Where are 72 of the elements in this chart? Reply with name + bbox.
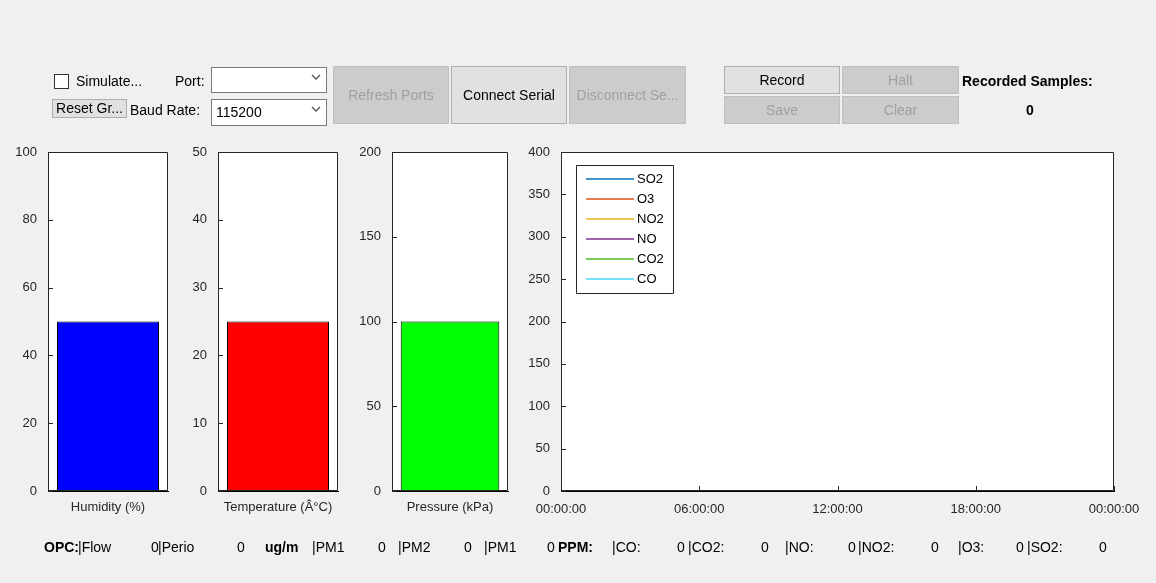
y-tick-label: 0 bbox=[373, 482, 381, 498]
text: Simulate... bbox=[75, 72, 143, 91]
text: |Flow bbox=[78, 538, 112, 556]
legend-label: NO2 bbox=[637, 210, 664, 226]
text: |Perio bbox=[158, 538, 195, 556]
y-tick-label: 0 bbox=[29, 482, 37, 498]
x-axis-title: Temperature (Â°C) bbox=[223, 498, 333, 514]
x-tick-label: 00:00:00 bbox=[535, 501, 587, 517]
text: |SO2: bbox=[1027, 538, 1063, 556]
y-tick-label: 0 bbox=[199, 482, 207, 498]
text: 0 bbox=[931, 538, 939, 556]
text: 0 bbox=[1026, 101, 1035, 120]
y-tick-label: 150 bbox=[528, 355, 550, 371]
y-tick-label: 150 bbox=[359, 228, 381, 244]
button: Reset Gr... bbox=[52, 99, 127, 118]
y-tick-label: 10 bbox=[192, 414, 207, 430]
y-tick-label: 100 bbox=[15, 143, 37, 159]
text: |PM1 bbox=[312, 538, 345, 556]
text: |NO2: bbox=[858, 538, 895, 556]
text: Port: bbox=[175, 72, 206, 91]
text: ug/m bbox=[265, 538, 299, 556]
text: 0 bbox=[464, 538, 472, 556]
dropdown: 115200 bbox=[211, 99, 327, 126]
text: Recorded Samples: bbox=[962, 72, 1094, 91]
text: 0 bbox=[1016, 538, 1024, 556]
legend-label: CO2 bbox=[637, 250, 664, 266]
text: |CO: bbox=[612, 538, 641, 556]
legend-label: CO bbox=[637, 270, 657, 286]
text: |CO2: bbox=[688, 538, 725, 556]
y-tick-label: 20 bbox=[192, 346, 207, 362]
legend-label: O3 bbox=[637, 190, 655, 206]
y-tick-label: 40 bbox=[22, 346, 37, 362]
text: |PM2 bbox=[398, 538, 431, 556]
y-tick-label: 300 bbox=[528, 228, 550, 244]
text: Baud Rate: bbox=[130, 101, 202, 120]
y-tick-label: 50 bbox=[366, 397, 381, 413]
text: 0 bbox=[151, 538, 159, 556]
y-tick-label: 50 bbox=[192, 143, 207, 159]
text: OPC: bbox=[44, 538, 79, 556]
text: |O3: bbox=[958, 538, 985, 556]
y-tick-label: 50 bbox=[535, 440, 550, 456]
y-tick-label: 40 bbox=[192, 211, 207, 227]
button: Connect Serial bbox=[451, 66, 567, 124]
text: 0 bbox=[677, 538, 685, 556]
y-tick-label: 60 bbox=[22, 279, 37, 295]
legend-label: NO bbox=[637, 230, 657, 246]
y-tick-label: 20 bbox=[22, 414, 37, 430]
x-axis-title: Humidity (%) bbox=[70, 498, 146, 514]
x-axis-title: Pressure (kPa) bbox=[406, 498, 494, 514]
x-tick-label: 12:00:00 bbox=[812, 501, 863, 517]
y-tick-label: 100 bbox=[528, 397, 550, 413]
y-tick-label: 250 bbox=[528, 270, 550, 286]
y-tick-label: 200 bbox=[528, 313, 550, 329]
text: PPM: bbox=[558, 538, 593, 556]
y-tick-label: 30 bbox=[192, 279, 207, 295]
y-tick-label: 350 bbox=[528, 185, 550, 201]
x-tick-label: 06:00:00 bbox=[673, 501, 725, 517]
text: 0 bbox=[237, 538, 245, 556]
y-tick-label: 80 bbox=[22, 211, 37, 227]
text: 0 bbox=[1099, 538, 1107, 556]
x-tick-label: 18:00:00 bbox=[950, 501, 1002, 517]
y-tick-label: 100 bbox=[359, 313, 381, 329]
y-tick-label: 200 bbox=[359, 143, 381, 159]
y-tick-label: 400 bbox=[528, 143, 550, 159]
text: |PM1 bbox=[484, 538, 517, 556]
x-tick-label: 00:00:00 bbox=[1088, 501, 1140, 517]
button: Record bbox=[724, 66, 840, 94]
text: 0 bbox=[848, 538, 856, 556]
text: |NO: bbox=[785, 538, 814, 556]
legend-label: SO2 bbox=[637, 170, 664, 186]
y-tick-label: 0 bbox=[542, 482, 550, 498]
text: 0 bbox=[761, 538, 769, 556]
